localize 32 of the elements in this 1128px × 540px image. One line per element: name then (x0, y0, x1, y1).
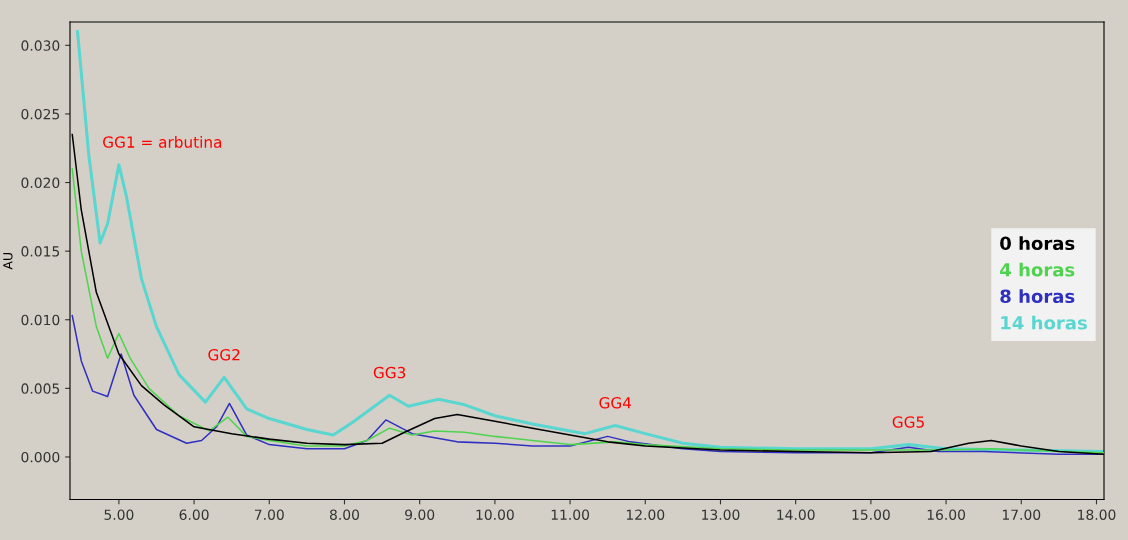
annotation: GG5 (892, 416, 924, 428)
x-tick-label: 16.00 (927, 509, 966, 520)
x-tick-label: 15.00 (852, 509, 890, 520)
y-tick-label: 0.020 (21, 177, 60, 189)
x-tick-label: 18.00 (1078, 509, 1116, 520)
line-series (75, 30, 1104, 454)
x-tick-label: 17.00 (1002, 509, 1041, 520)
x-tick-label: 5.00 (104, 509, 134, 520)
x-tick-label: 13.00 (702, 509, 740, 520)
x-tick-label: 7.00 (254, 509, 284, 520)
annotation: GG1 = arbutina (103, 136, 222, 148)
x-tick-label: 10.00 (476, 509, 514, 520)
annotation: GG3 (373, 366, 406, 379)
y-axis-title: AU (3, 252, 13, 270)
y-tick-label: 0.025 (21, 108, 60, 120)
y-tick-label: 0.005 (21, 383, 60, 394)
x-tick-label: 9.00 (405, 509, 435, 520)
annotation: GG2 (208, 348, 240, 361)
y-tick-label: 0.000 (21, 451, 60, 463)
x-tick-label: 11.00 (551, 509, 590, 520)
text: 0 horas (1000, 236, 1075, 251)
text: 8 horas (1000, 289, 1075, 304)
y-tick-label: 0.030 (21, 40, 60, 51)
text: 4 horas (1000, 262, 1075, 277)
x-tick-label: 12.00 (626, 509, 665, 520)
x-tick-label: 6.00 (179, 509, 209, 520)
x-tick-label: 8.00 (329, 509, 360, 520)
y-tick-label: 0.010 (21, 314, 60, 326)
y-tick-label: 0.015 (21, 246, 60, 257)
x-tick-label: 14.00 (777, 509, 815, 520)
text: 14 horas (1001, 315, 1087, 330)
annotation: GG4 (599, 397, 632, 409)
